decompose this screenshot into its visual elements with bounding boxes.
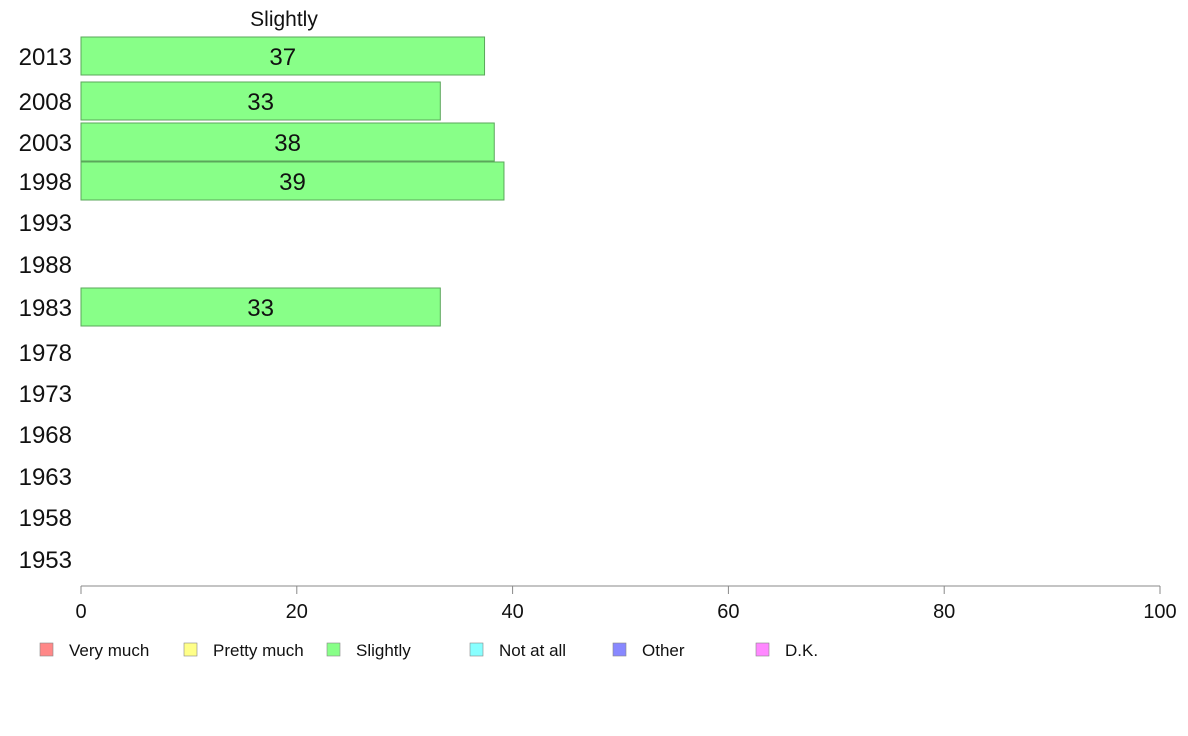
x-tick-label: 80 xyxy=(933,601,955,623)
bar-1998 xyxy=(80,161,505,201)
legend-label: Slightly xyxy=(356,641,411,660)
legend: Very much Pretty much Slightly Not at all Ot… xyxy=(39,641,818,660)
year-label: 1978 xyxy=(19,340,72,367)
bar-value-label: 38 xyxy=(274,130,301,157)
legend-swatch xyxy=(755,642,770,657)
year-label: 1968 xyxy=(19,422,72,449)
legend-swatch xyxy=(183,642,198,657)
legend-label: Other xyxy=(642,641,685,660)
year-label: 2008 xyxy=(19,89,72,116)
legend-label: D.K. xyxy=(785,641,818,660)
year-label: 1983 xyxy=(19,295,72,322)
year-label: 1963 xyxy=(19,464,72,491)
legend-swatch xyxy=(612,642,627,657)
legend-label: Not at all xyxy=(499,641,566,660)
legend-swatch xyxy=(39,642,54,657)
bar-value-label: 33 xyxy=(247,89,274,116)
legend-label: Pretty much xyxy=(213,641,304,660)
bar-1983 xyxy=(80,287,441,327)
year-label: 1973 xyxy=(19,381,72,408)
bar-value-label: 37 xyxy=(269,44,296,71)
bar-2008 xyxy=(80,81,441,121)
year-label: 1953 xyxy=(19,547,72,574)
legend-swatch xyxy=(469,642,484,657)
chart-title: Slightly xyxy=(250,8,318,31)
x-tick-label: 100 xyxy=(1143,601,1176,623)
x-axis: 0 20 40 60 80 100 xyxy=(75,585,1177,623)
bar-value-label: 33 xyxy=(247,295,274,322)
year-axis-labels: 2013 2008 2003 1998 1993 1988 1983 1978 1973 1968… xyxy=(19,44,72,574)
year-label: 2003 xyxy=(19,130,72,157)
bar-value-label: 39 xyxy=(279,169,306,196)
year-label: 1958 xyxy=(19,505,72,532)
year-label: 2013 xyxy=(19,44,72,71)
year-label: 1998 xyxy=(19,169,72,196)
bar-2013 xyxy=(80,36,486,76)
x-tick-label: 60 xyxy=(717,601,739,623)
x-tick-label: 20 xyxy=(286,601,308,623)
bar-2003 xyxy=(80,122,495,162)
legend-swatch xyxy=(326,642,341,657)
x-tick-label: 0 xyxy=(75,601,86,623)
legend-label: Very much xyxy=(69,641,149,660)
year-label: 1988 xyxy=(19,252,72,279)
year-label: 1993 xyxy=(19,210,72,237)
x-tick-label: 40 xyxy=(501,601,523,623)
